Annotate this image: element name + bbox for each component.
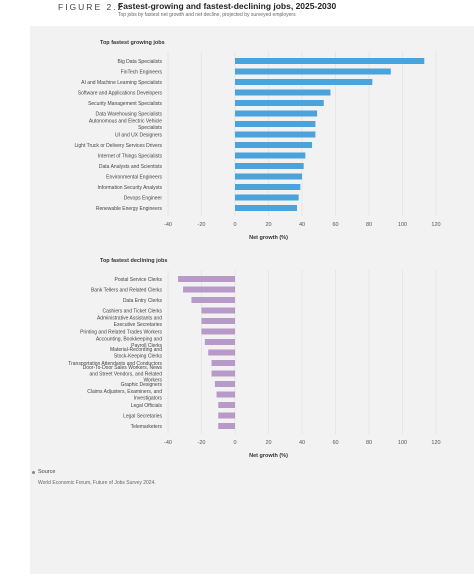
declining-category-label: Telemarketers <box>131 424 163 430</box>
declining-category-label: Cashiers and Ticket Clerks <box>103 308 163 314</box>
growing-bar <box>235 58 425 64</box>
declining-x-tick-label: 0 <box>233 440 236 446</box>
growing-category-label: Light Truck or Delivery Services Drivers <box>74 143 162 149</box>
declining-category-label: Postal Service Clerks <box>114 277 162 283</box>
growing-x-tick-label: -40 <box>164 222 172 228</box>
declining-bar <box>201 328 235 335</box>
growing-x-tick-label: 120 <box>431 222 440 228</box>
declining-x-tick-label: 20 <box>265 440 271 446</box>
declining-bar <box>208 349 235 356</box>
declining-category-label: Legal Secretaries <box>123 413 162 419</box>
declining-x-axis-label: Net growth (%) <box>249 453 288 459</box>
growing-bar <box>235 152 306 159</box>
source-label: Source <box>38 469 56 475</box>
declining-x-tick-label: 80 <box>366 440 372 446</box>
declining-x-tick-label: 60 <box>332 440 338 446</box>
declining-category-label: Claims Adjusters, Examiners, and Investig… <box>87 389 162 401</box>
growing-category-label: Autonomous and Electric Vehicle Specialis… <box>89 119 163 131</box>
declining-bar <box>201 307 235 314</box>
growing-bar <box>235 79 373 85</box>
declining-x-tick-label: 120 <box>431 440 440 446</box>
declining-chart-title: Top fastest declining jobs <box>100 258 167 264</box>
growing-bar <box>235 142 313 148</box>
growing-chart-title: Top fastest growing jobs <box>100 40 165 46</box>
growing-bar <box>235 110 318 117</box>
figure-header: FIGURE 2.2 Fastest-growing and fastest-d… <box>0 0 474 24</box>
declining-x-tick-label: 40 <box>299 440 305 446</box>
growing-bar <box>235 131 316 138</box>
growing-category-label: Environmental Engineers <box>106 174 162 180</box>
growing-category-label: Data Analysts and Scientists <box>99 164 163 170</box>
growing-category-label: UI and UX Designers <box>115 132 162 138</box>
declining-category-label: Material-Recording and Stock-Keeping Cler… <box>110 347 162 359</box>
declining-category-label: Administrative Assistants and Executive S… <box>97 316 163 328</box>
declining-bar <box>183 286 235 293</box>
declining-x-tick-label: -20 <box>198 440 206 446</box>
growing-bar <box>235 163 304 169</box>
growing-category-label: AI and Machine Learning Specialists <box>81 80 162 86</box>
growing-x-tick-label: 20 <box>265 222 271 228</box>
growing-bar <box>235 173 302 180</box>
growing-x-tick-label: -20 <box>198 222 206 228</box>
growing-bar <box>235 100 324 106</box>
growing-category-label: FinTech Engineers <box>121 69 163 75</box>
declining-category-label: Door-To-Door Sales Workers, News and Stre… <box>83 365 163 384</box>
declining-x-tick-label: -40 <box>164 440 172 446</box>
growing-x-axis-label: Net growth (%) <box>249 235 288 241</box>
declining-category-label: Transportation Attendants and Conductors <box>68 361 162 367</box>
declining-bar <box>216 391 235 398</box>
declining-bar <box>201 318 235 324</box>
source-bullet-icon <box>32 471 35 474</box>
declining-bar <box>218 412 235 419</box>
source-text: World Economic Forum, Future of Jobs Sur… <box>38 480 156 486</box>
growing-x-tick-label: 80 <box>366 222 372 228</box>
growing-category-label: Internet of Things Specialists <box>98 153 163 159</box>
growing-bar <box>235 184 301 190</box>
growing-category-label: Information Security Analysts <box>98 185 163 191</box>
growing-x-tick-label: 100 <box>398 222 407 228</box>
declining-category-label: Printing and Related Trades Workers <box>80 329 162 335</box>
growing-category-label: Big Data Specialists <box>118 59 163 65</box>
declining-x-tick-label: 100 <box>398 440 407 446</box>
declining-bar <box>178 276 235 282</box>
figure-subtitle: Top jobs by fastest net growth and net d… <box>118 12 296 18</box>
growing-bar <box>235 68 391 75</box>
declining-category-label: Bank Tellers and Related Clerks <box>91 287 163 293</box>
declining-bar <box>191 297 235 303</box>
growing-x-tick-label: 0 <box>233 222 236 228</box>
declining-bar <box>211 370 235 377</box>
declining-bar <box>211 360 235 366</box>
declining-bar <box>218 402 235 408</box>
chart-panel <box>30 26 474 574</box>
declining-category-label: Accounting, Bookkeeping and Payroll Clerk… <box>96 337 163 349</box>
growing-bar <box>235 194 299 201</box>
growing-bar <box>235 89 331 96</box>
growing-x-tick-label: 60 <box>332 222 338 228</box>
growing-bar <box>235 121 316 127</box>
figure-title: Fastest-growing and fastest-declining jo… <box>118 1 337 11</box>
declining-bar <box>214 381 235 387</box>
growing-bar <box>235 205 297 211</box>
growing-category-label: Devops Engineer <box>124 195 163 201</box>
declining-category-label: Data Entry Clerks <box>123 298 163 304</box>
growing-category-label: Data Warehousing Specialists <box>95 111 162 117</box>
growing-category-label: Security Management Specialists <box>88 101 162 107</box>
growing-category-label: Renewable Energy Engineers <box>96 206 163 212</box>
growing-category-label: Software and Applications Developers <box>78 90 163 96</box>
declining-category-label: Legal Officials <box>131 403 163 409</box>
declining-bar <box>218 423 235 429</box>
figure-number: FIGURE 2.2 <box>58 2 125 12</box>
growing-x-tick-label: 40 <box>299 222 305 228</box>
declining-bar <box>204 339 235 345</box>
declining-category-label: Graphic Designers <box>121 382 163 388</box>
